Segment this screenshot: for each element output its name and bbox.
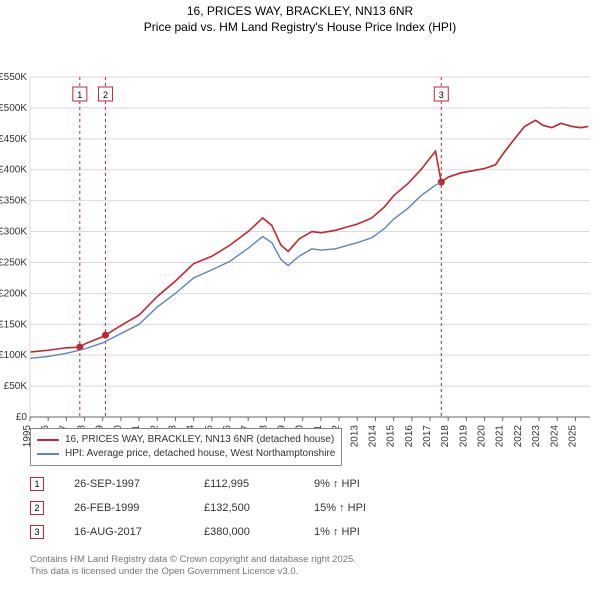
svg-text:2025: 2025 <box>567 425 578 448</box>
legend-swatch <box>37 453 59 455</box>
attribution-line-2: This data is licensed under the Open Gov… <box>30 566 356 578</box>
legend-swatch <box>37 439 59 441</box>
svg-text:£150K: £150K <box>0 319 27 330</box>
svg-text:£400K: £400K <box>0 165 27 176</box>
event-price: £132,500 <box>204 502 314 514</box>
title-line-2: Price paid vs. HM Land Registry's House … <box>0 20 600 36</box>
event-price: £112,995 <box>204 478 314 490</box>
event-row: 3 16-AUG-2017£380,0001% ↑ HPI <box>30 520 366 544</box>
svg-text:£500K: £500K <box>0 103 27 114</box>
svg-text:£550K: £550K <box>0 72 27 83</box>
events-table: 1 26-SEP-1997£112,9959% ↑ HPI 2 26-FEB-1999… <box>30 472 366 544</box>
svg-text:2018: 2018 <box>440 425 451 448</box>
svg-text:£350K: £350K <box>0 196 27 207</box>
svg-text:2014: 2014 <box>367 425 378 448</box>
attribution-line-1: Contains HM Land Registry data © Crown c… <box>30 554 356 566</box>
event-row: 2 26-FEB-1999£132,50015% ↑ HPI <box>30 496 366 520</box>
svg-text:£250K: £250K <box>0 258 27 269</box>
event-row: 1 26-SEP-1997£112,9959% ↑ HPI <box>30 472 366 496</box>
svg-text:£50K: £50K <box>4 381 28 392</box>
event-marker: 2 <box>30 501 44 515</box>
chart-title: 16, PRICES WAY, BRACKLEY, NN13 6NR Price… <box>0 0 600 35</box>
svg-text:2017: 2017 <box>422 425 433 448</box>
attribution: Contains HM Land Registry data © Crown c… <box>30 554 356 579</box>
svg-text:£100K: £100K <box>0 350 27 361</box>
svg-text:2022: 2022 <box>513 425 524 448</box>
legend-label: 16, PRICES WAY, BRACKLEY, NN13 6NR (deta… <box>65 433 334 447</box>
chart-container: 16, PRICES WAY, BRACKLEY, NN13 6NR Price… <box>0 0 600 590</box>
svg-text:£450K: £450K <box>0 134 27 145</box>
event-date: 26-SEP-1997 <box>74 478 204 490</box>
legend-item: 16, PRICES WAY, BRACKLEY, NN13 6NR (deta… <box>37 433 335 447</box>
svg-text:2023: 2023 <box>531 425 542 448</box>
svg-text:£300K: £300K <box>0 227 27 238</box>
svg-text:2024: 2024 <box>549 425 560 448</box>
line-chart: £0 £50K £100K £150K £200K £250K £300K £350K £400… <box>0 35 600 455</box>
svg-text:2016: 2016 <box>404 425 415 448</box>
svg-text:2015: 2015 <box>386 425 397 448</box>
event-price: £380,000 <box>204 526 314 538</box>
event-pct: 9% ↑ HPI <box>314 478 360 490</box>
legend: 16, PRICES WAY, BRACKLEY, NN13 6NR (deta… <box>30 428 342 466</box>
svg-text:2020: 2020 <box>477 425 488 448</box>
svg-text:£0: £0 <box>16 412 28 423</box>
event-pct: 1% ↑ HPI <box>314 526 360 538</box>
event-marker: 3 <box>30 525 44 539</box>
legend-label: HPI: Average price, detached house, West… <box>65 447 335 461</box>
svg-text:1: 1 <box>77 90 82 100</box>
svg-text:2019: 2019 <box>458 425 469 448</box>
legend-item: HPI: Average price, detached house, West… <box>37 447 335 461</box>
svg-text:2: 2 <box>103 90 108 100</box>
event-marker: 1 <box>30 477 44 491</box>
svg-text:£200K: £200K <box>0 289 27 300</box>
event-date: 26-FEB-1999 <box>74 502 204 514</box>
event-pct: 15% ↑ HPI <box>314 502 366 514</box>
svg-text:3: 3 <box>439 90 444 100</box>
svg-text:2013: 2013 <box>349 425 360 448</box>
svg-text:2021: 2021 <box>495 425 506 448</box>
event-date: 16-AUG-2017 <box>74 526 204 538</box>
title-line-1: 16, PRICES WAY, BRACKLEY, NN13 6NR <box>0 4 600 20</box>
